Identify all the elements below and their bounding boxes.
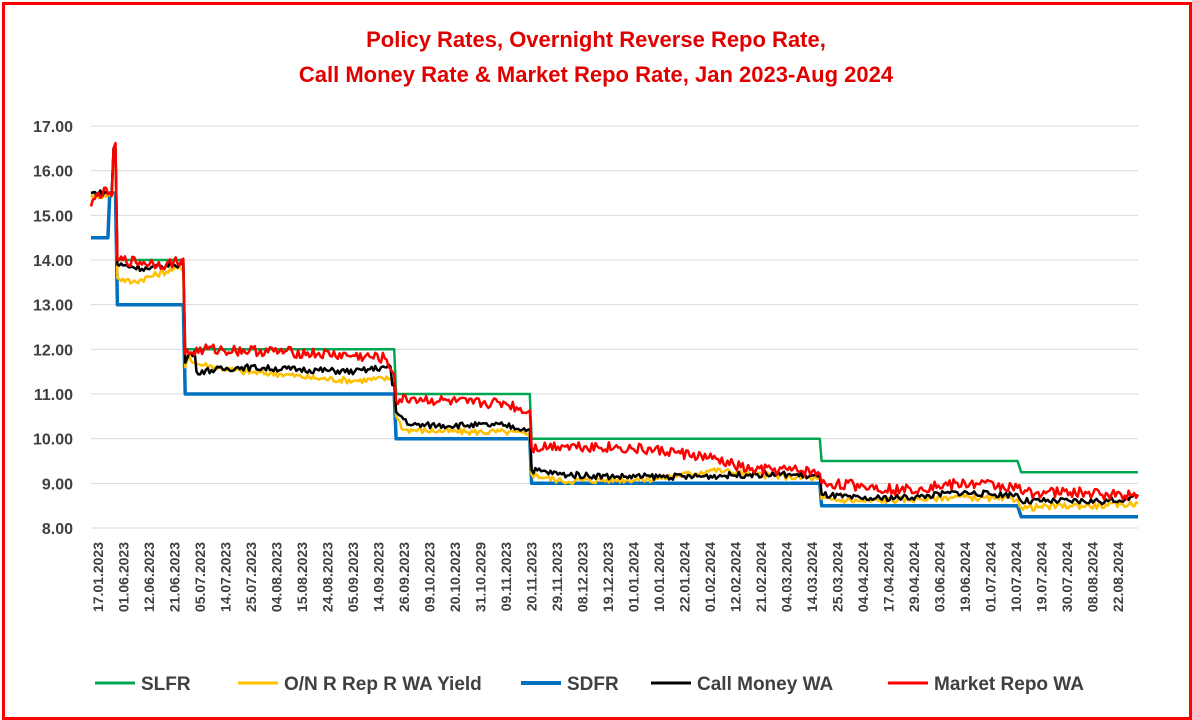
x-tick-label: 20.11.2023 bbox=[524, 542, 540, 612]
x-tick-label: 25.07.2023 bbox=[243, 542, 259, 612]
x-tick-label: 14.03.2024 bbox=[804, 542, 820, 612]
x-tick-label: 17.04.2024 bbox=[881, 542, 897, 612]
y-axis: 17.00 16.00 15.00 14.00 13.00 12.00 11.00 10.00… bbox=[33, 119, 73, 538]
legend-label: SDFR bbox=[567, 674, 619, 695]
y-tick-label: 8.00 bbox=[42, 521, 73, 538]
x-tick-label: 05.07.2023 bbox=[192, 542, 208, 612]
x-tick-label: 31.10.2029 bbox=[473, 542, 489, 612]
legend-label: O/N R Rep R WA Yield bbox=[284, 674, 482, 695]
series-line-o-n-r-rep-r-wa-yield bbox=[90, 156, 1139, 512]
x-tick-label: 17.01.2023 bbox=[90, 542, 106, 612]
y-tick-label: 9.00 bbox=[42, 476, 73, 493]
series-line-sdfr bbox=[91, 191, 1138, 519]
legend-label: Call Money WA bbox=[697, 674, 833, 695]
x-tick-label: 01.06.2023 bbox=[116, 542, 132, 612]
x-tick-label: 21.02.2024 bbox=[753, 542, 769, 612]
y-tick-label: 14.00 bbox=[33, 253, 73, 270]
x-tick-label: 01.02.2024 bbox=[702, 542, 718, 612]
series-line-call-money-wa bbox=[90, 147, 1139, 506]
y-tick-label: 17.00 bbox=[33, 119, 73, 136]
legend-label: Market Repo WA bbox=[934, 674, 1084, 695]
x-tick-label: 30.07.2024 bbox=[1059, 542, 1075, 612]
x-tick-label: 29.04.2024 bbox=[906, 542, 922, 612]
y-tick-label: 15.00 bbox=[33, 208, 73, 225]
x-tick-label: 21.06.2023 bbox=[167, 542, 183, 612]
x-axis: 17.01.2023 01.06.2023 12.06.2023 21.06.2023… bbox=[90, 542, 1126, 612]
x-tick-label: 04.04.2024 bbox=[855, 542, 871, 612]
x-tick-label: 09.11.2023 bbox=[498, 542, 514, 612]
x-tick-label: 15.08.2023 bbox=[294, 542, 310, 612]
x-tick-label: 19.12.2023 bbox=[600, 542, 616, 612]
x-tick-label: 09.10.2023 bbox=[422, 542, 438, 612]
x-tick-label: 10.01.2024 bbox=[651, 542, 667, 612]
x-tick-label: 19.07.2024 bbox=[1034, 542, 1050, 612]
y-tick-label: 11.00 bbox=[34, 387, 73, 404]
chart-title: Policy Rates, Overnight Reverse Repo Rat… bbox=[0, 22, 1192, 92]
x-tick-label: 01.07.2024 bbox=[983, 542, 999, 612]
x-tick-label: 22.01.2024 bbox=[677, 542, 693, 612]
legend: SLFR O/N R Rep R WA Yield SDFR Call Money W… bbox=[95, 674, 1084, 695]
x-tick-label: 14.07.2023 bbox=[218, 542, 234, 612]
x-tick-label: 12.02.2024 bbox=[728, 542, 744, 612]
x-tick-label: 03.06.2024 bbox=[932, 542, 948, 612]
y-tick-label: 12.00 bbox=[33, 342, 73, 359]
x-tick-label: 25.03.2024 bbox=[830, 542, 846, 612]
x-tick-label: 24.08.2023 bbox=[320, 542, 336, 612]
x-tick-label: 10.07.2024 bbox=[1008, 542, 1024, 612]
series-line-slfr bbox=[91, 147, 1138, 474]
x-tick-label: 08.08.2024 bbox=[1085, 542, 1101, 612]
x-tick-label: 19.06.2024 bbox=[957, 542, 973, 612]
x-tick-label: 14.09.2023 bbox=[371, 542, 387, 612]
x-tick-label: 26.09.2023 bbox=[396, 542, 412, 612]
x-tick-label: 04.03.2024 bbox=[779, 542, 795, 612]
y-tick-label: 13.00 bbox=[33, 298, 73, 315]
x-tick-label: 22.08.2024 bbox=[1110, 542, 1126, 612]
x-tick-label: 20.10.2023 bbox=[447, 542, 463, 612]
x-tick-label: 12.06.2023 bbox=[141, 542, 157, 612]
chart-title-line-2: Call Money Rate & Market Repo Rate, Jan … bbox=[298, 62, 894, 87]
x-tick-label: 01.01.2024 bbox=[626, 542, 642, 612]
gridlines bbox=[91, 125, 1138, 529]
y-tick-label: 10.00 bbox=[33, 432, 73, 449]
series-line-market-repo-wa bbox=[89, 141, 1140, 501]
x-tick-label: 05.09.2023 bbox=[345, 542, 361, 612]
x-tick-label: 04.08.2023 bbox=[269, 542, 285, 612]
legend-label: SLFR bbox=[141, 674, 191, 695]
y-tick-label: 16.00 bbox=[33, 164, 73, 181]
chart-title-line-1: Policy Rates, Overnight Reverse Repo Rat… bbox=[366, 27, 826, 52]
x-tick-label: 29.11.2023 bbox=[549, 542, 565, 612]
x-tick-label: 08.12.2023 bbox=[575, 542, 591, 612]
series-lines bbox=[89, 141, 1140, 519]
